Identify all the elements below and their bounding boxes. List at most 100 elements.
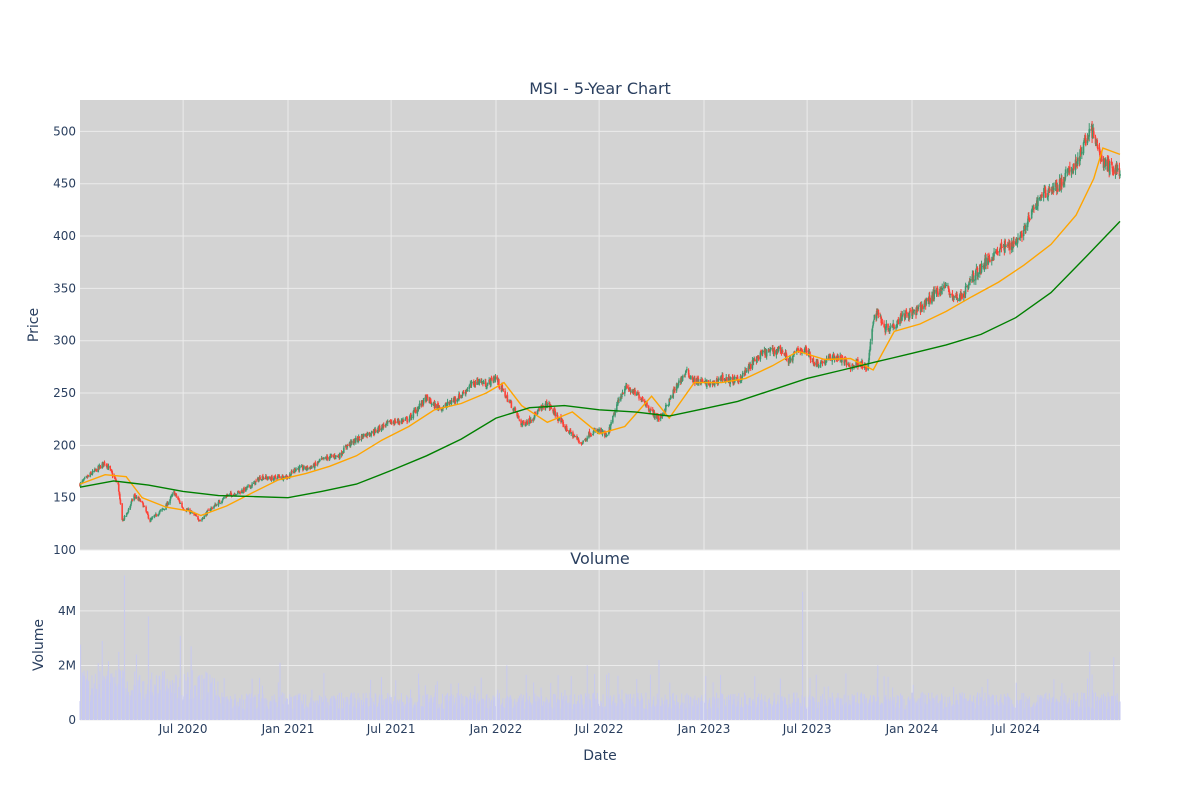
candle-up	[684, 370, 687, 374]
volume-bar	[572, 709, 574, 720]
candle-down	[554, 410, 557, 417]
volume-bar	[935, 696, 937, 720]
volume-bar	[868, 699, 870, 720]
volume-bar	[1065, 695, 1067, 720]
volume-bar	[452, 695, 454, 720]
candle-down	[458, 394, 461, 399]
volume-bar	[929, 698, 931, 720]
volume-bar	[1109, 701, 1111, 720]
volume-bar	[883, 676, 885, 720]
candle-down	[109, 466, 112, 470]
candle-up	[417, 406, 420, 410]
volume-bar	[281, 692, 283, 720]
volume-bar	[486, 693, 488, 720]
volume-bar	[194, 684, 196, 720]
volume-bar	[243, 699, 245, 720]
candle-down	[526, 421, 529, 425]
candle-down	[268, 477, 271, 479]
volume-bar	[163, 699, 165, 720]
volume-bar	[266, 699, 268, 720]
volume-bar	[215, 695, 217, 720]
volume-bar	[91, 675, 93, 720]
candle-down	[827, 357, 830, 360]
volume-bar	[947, 697, 949, 720]
candle-down	[119, 499, 122, 504]
volume-bar	[127, 698, 129, 720]
volume-bar	[877, 665, 879, 720]
volume-bar	[341, 692, 343, 720]
candle-down	[907, 312, 909, 317]
volume-bar	[138, 693, 140, 720]
volume-bar	[1056, 699, 1058, 720]
volume-bar	[418, 685, 420, 720]
candle-up	[250, 485, 252, 489]
candle-up	[482, 382, 485, 384]
candle-up	[1088, 129, 1091, 137]
volume-bar	[171, 692, 173, 720]
candle-down	[255, 480, 257, 482]
candle-down	[230, 494, 233, 497]
volume-bar	[488, 697, 490, 720]
candle-up	[1054, 182, 1057, 188]
volume-bar	[504, 707, 506, 720]
volume-bar	[342, 697, 344, 720]
volume-bar	[586, 665, 588, 720]
volume-bar	[528, 700, 530, 720]
candle-up	[945, 285, 947, 287]
volume-bar	[1077, 706, 1079, 720]
volume-bar	[1008, 705, 1010, 720]
candle-down	[275, 478, 277, 480]
volume-bar	[146, 699, 148, 720]
volume-bar	[754, 676, 756, 720]
volume-bar	[856, 692, 858, 720]
volume-bar	[943, 708, 945, 720]
candle-up	[875, 311, 878, 319]
volume-bar	[835, 697, 837, 720]
volume-bar	[453, 704, 455, 720]
volume-bar	[123, 575, 125, 720]
candle-down	[90, 472, 92, 474]
volume-bar	[710, 708, 712, 720]
volume-bar	[629, 701, 631, 720]
volume-bar	[353, 692, 355, 720]
volume-bar	[865, 699, 867, 720]
volume-bar	[903, 699, 905, 720]
volume-bar	[812, 697, 814, 720]
candle-up	[771, 347, 774, 350]
candle-down	[237, 491, 240, 493]
candle-up	[163, 508, 166, 510]
candle-up	[468, 386, 471, 389]
candle-up	[618, 399, 620, 401]
volume-bar	[574, 703, 576, 720]
volume-bar	[1016, 701, 1018, 720]
candle-up	[373, 429, 376, 434]
volume-bar	[1003, 693, 1005, 720]
candle-up	[586, 437, 588, 441]
candle-down	[524, 422, 526, 426]
volume-bar	[374, 693, 376, 720]
candle-up	[225, 496, 227, 498]
volume-bar	[729, 699, 731, 720]
volume-bar	[803, 697, 805, 720]
volume-bar	[755, 707, 757, 720]
candle-down	[626, 385, 628, 388]
volume-bar	[462, 695, 464, 720]
volume-bar	[297, 693, 299, 720]
volume-bar	[111, 677, 113, 720]
volume-bar	[1117, 701, 1119, 720]
candle-up	[632, 389, 635, 394]
candle-up	[885, 323, 888, 328]
volume-bar	[277, 682, 279, 720]
volume-bar	[94, 694, 96, 720]
volume-bar	[977, 692, 979, 720]
candle-up	[525, 423, 528, 425]
volume-bar	[618, 702, 620, 720]
volume-bar	[353, 706, 355, 720]
candle-up	[788, 358, 791, 361]
candle-down	[664, 410, 667, 412]
candle-down	[314, 462, 317, 465]
volume-bar	[925, 694, 927, 720]
date-tick-label: Jul 2022	[574, 722, 624, 736]
volume-bar	[781, 699, 783, 720]
volume-bar	[1059, 702, 1061, 720]
